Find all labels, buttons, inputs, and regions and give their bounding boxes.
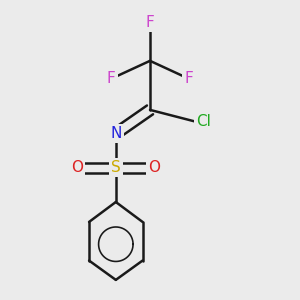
Text: N: N [110,126,122,141]
Text: O: O [148,160,160,175]
Text: S: S [111,160,121,175]
Text: O: O [71,160,83,175]
Text: F: F [107,71,116,86]
Text: F: F [146,15,154,30]
Text: Cl: Cl [196,114,211,129]
Text: F: F [184,71,193,86]
